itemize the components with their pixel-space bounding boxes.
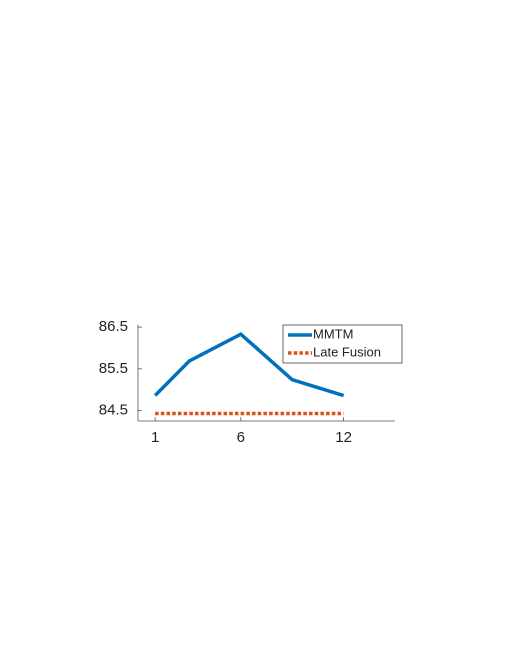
- legend-label: Late Fusion: [313, 344, 381, 359]
- y-tick-label: 85.5: [99, 360, 128, 377]
- legend-label: MMTM: [313, 326, 353, 341]
- y-tick-label: 84.5: [99, 402, 128, 419]
- x-tick-label: 6: [237, 429, 245, 446]
- x-tick-label: 12: [335, 429, 352, 446]
- line-series: [153, 332, 345, 398]
- x-tick-label: 1: [151, 429, 159, 446]
- legend: MMTM Late Fusion: [282, 324, 403, 364]
- legend-box: [282, 324, 403, 364]
- y-tick-label: 86.5: [99, 318, 128, 335]
